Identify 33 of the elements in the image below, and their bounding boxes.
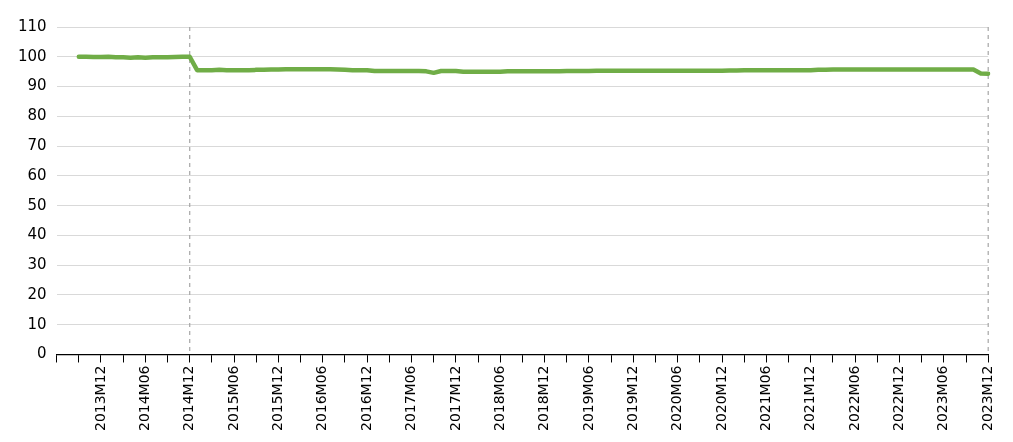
y-tick-label: 30 [27,255,47,274]
x-tick-label: 2022M06 [845,365,862,432]
x-tick-label: 2016M12 [357,365,374,432]
x-tick-label: 2017M12 [446,365,463,432]
x-tick-label: 2014M12 [180,365,197,432]
x-tick-label: 2021M06 [757,365,774,432]
x-tick-label: 2019M12 [623,365,640,432]
y-tick-label: 10 [27,314,47,333]
x-tick-label: 2014M06 [135,365,152,432]
x-tick-label: 2013M12 [91,365,108,432]
x-tick-label: 2015M06 [224,365,241,432]
y-tick-label: 20 [27,284,47,303]
x-tick-label: 2017M06 [402,365,419,432]
y-tick-label: 40 [27,225,47,244]
x-tick-label: 2018M12 [535,365,552,432]
x-tick-label: 2015M12 [269,365,286,432]
y-tick-label: 70 [27,135,47,154]
x-tick-label: 2016M06 [313,365,330,432]
x-tick-label: 2022M12 [890,365,907,432]
y-tick-label: 60 [27,165,47,184]
y-tick-label: 80 [27,106,47,125]
x-tick-label: 2021M12 [801,365,818,432]
x-tick-label: 2023M12 [978,365,995,432]
y-tick-label: 110 [17,16,47,35]
x-tick-label: 2019M06 [579,365,596,432]
y-tick-label: 50 [27,195,47,214]
y-tick-label: 100 [17,46,47,65]
x-tick-label: 2020M06 [668,365,685,432]
y-tick-label: 0 [37,344,47,363]
x-tick-label: 2018M06 [490,365,507,432]
y-tick-label: 90 [27,76,47,95]
x-tick-label: 2023M06 [934,365,951,432]
x-tick-label: 2020M12 [712,365,729,432]
